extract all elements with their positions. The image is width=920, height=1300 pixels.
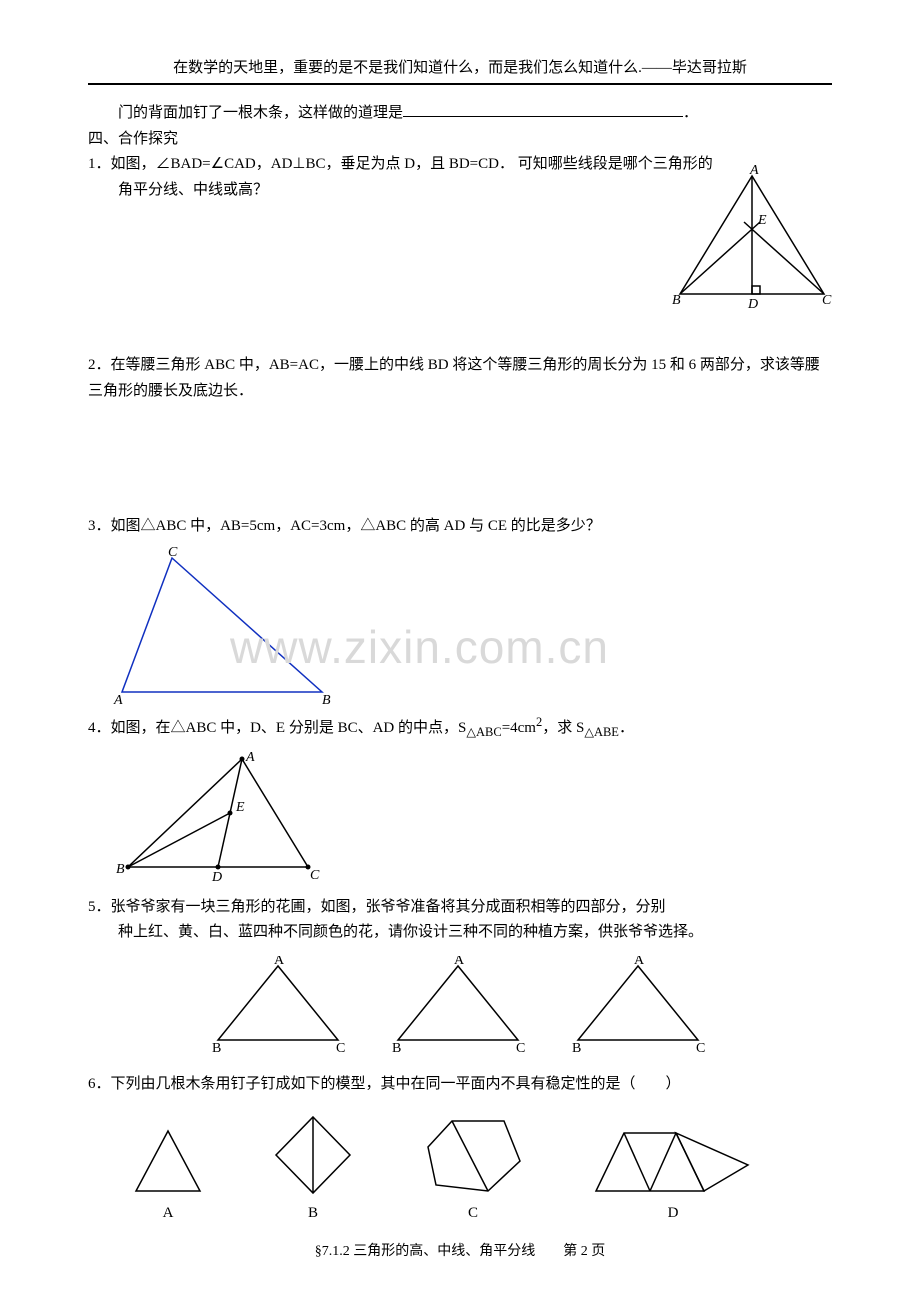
svg-text:B: B <box>392 1041 401 1052</box>
q4-part2: ，求 S <box>542 720 584 736</box>
q4-B: B <box>116 862 125 877</box>
svg-text:B: B <box>572 1041 581 1052</box>
q4-C: C <box>310 868 320 883</box>
question-5-line2: 种上红、黄、白、蓝四种不同颜色的花，请你设计三种不同的种植方案，供张爷爷选择。 <box>88 920 832 946</box>
content-body: 门的背面加钉了一根木条，这样做的道理是． 四、合作探究 1．如图，∠BAD=∠C… <box>88 101 832 1227</box>
figure-q4: A B C D E <box>112 749 832 889</box>
q4-sub1: △ABC <box>466 725 501 739</box>
lbl-A: A <box>749 163 759 178</box>
svg-text:A: A <box>454 956 465 968</box>
blank-underline <box>403 101 683 117</box>
intro-trail-text: 门的背面加钉了一根木条，这样做的道理是 <box>118 105 403 121</box>
question-2: 2．在等腰三角形 ABC 中，AB=AC，一腰上的中线 BD 将这个等腰三角形的… <box>88 353 832 404</box>
q5-tri-3: A B C <box>568 956 708 1052</box>
figure-q3: C A B <box>112 546 832 706</box>
svg-text:B: B <box>212 1041 221 1052</box>
q6-opt-B: B <box>268 1111 358 1227</box>
q6-opt-D: D <box>588 1123 758 1227</box>
q5-triangle-row: A B C A B C A B C <box>208 956 832 1052</box>
q6-opt-A: A <box>128 1123 208 1227</box>
q4-end: ． <box>619 720 634 736</box>
section-4-title: 四、合作探究 <box>88 127 832 153</box>
svg-text:A: A <box>274 956 285 968</box>
lbl-E: E <box>757 213 767 228</box>
q3-A: A <box>113 693 123 706</box>
lbl-C: C <box>822 293 832 308</box>
q6-opt-C: C <box>418 1111 528 1227</box>
intro-trail-line: 门的背面加钉了一根木条，这样做的道理是． <box>88 101 832 127</box>
question-1: 1．如图，∠BAD=∠CAD，AD⊥BC，垂足为点 D，且 BD=CD． 可知哪… <box>88 152 832 353</box>
lbl-D: D <box>747 297 758 312</box>
opt-label-C: C <box>418 1201 528 1227</box>
q4-D: D <box>211 870 222 885</box>
q4-svg: A B C D E <box>112 749 322 889</box>
question-4: 4．如图，在△ABC 中，D、E 分别是 BC、AD 的中点，S△ABC=4cm… <box>88 712 832 743</box>
svg-text:A: A <box>634 956 645 968</box>
q4-mid: =4cm <box>502 720 536 736</box>
question-6: 6．下列由几根木条用钉子钉成如下的模型，其中在同一平面内不具有稳定性的是（ ） <box>88 1072 832 1098</box>
q6-shapes-row: A B C <box>128 1111 832 1227</box>
q4-E: E <box>235 800 245 815</box>
q1-svg: A B C D E <box>672 162 832 312</box>
q4-sub2: △ABE <box>584 725 619 739</box>
page: 在数学的天地里，重要的是不是我们知道什么，而是我们怎么知道什么.——毕达哥拉斯 … <box>0 0 920 1300</box>
q3-svg: C A B <box>112 546 332 706</box>
q4-part1: 4．如图，在△ABC 中，D、E 分别是 BC、AD 的中点，S <box>88 720 466 736</box>
question-5-line1: 5．张爷爷家有一块三角形的花圃，如图，张爷爷准备将其分成面积相等的四部分，分别 <box>88 895 832 921</box>
question-3: 3．如图△ABC 中，AB=5cm，AC=3cm，△ABC 的高 AD 与 CE… <box>88 514 832 540</box>
svg-text:C: C <box>336 1041 345 1052</box>
q3-C: C <box>168 546 178 560</box>
lbl-B: B <box>672 293 681 308</box>
page-header-quote: 在数学的天地里，重要的是不是我们知道什么，而是我们怎么知道什么.——毕达哥拉斯 <box>88 56 832 85</box>
svg-text:C: C <box>696 1041 705 1052</box>
opt-label-B: B <box>268 1201 358 1227</box>
q4-A: A <box>245 750 255 765</box>
figure-q1: A B C D E <box>672 162 832 312</box>
q5-tri-2: A B C <box>388 956 528 1052</box>
opt-label-A: A <box>128 1201 208 1227</box>
page-footer: §7.1.2 三角形的高、中线、角平分线 第 2 页 <box>0 1240 920 1260</box>
q5-tri-1: A B C <box>208 956 348 1052</box>
svg-text:C: C <box>516 1041 525 1052</box>
opt-label-D: D <box>588 1201 758 1227</box>
q3-B: B <box>322 693 331 706</box>
